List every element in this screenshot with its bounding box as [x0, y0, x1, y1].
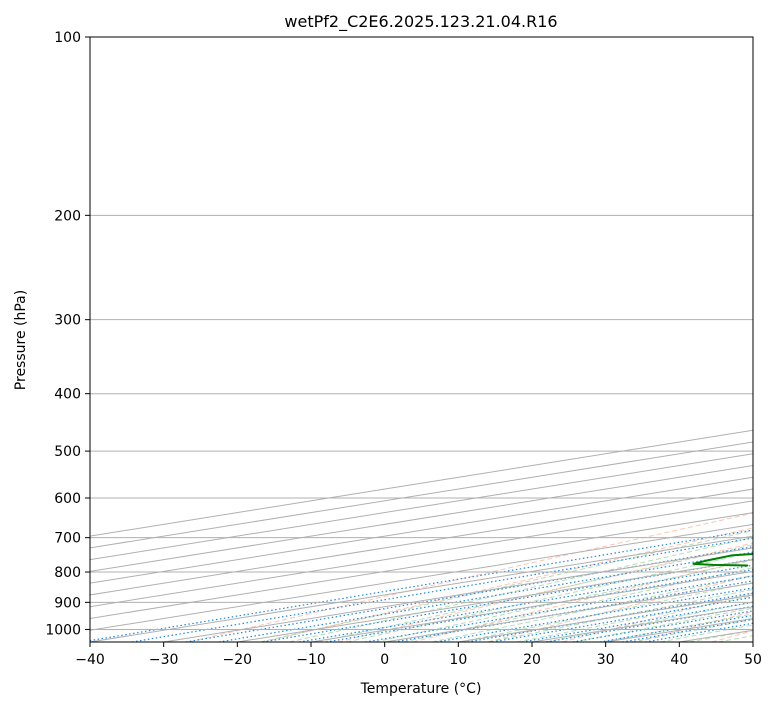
- mixing-ratio-line: [365, 575, 753, 642]
- moist-adiabat-line: [260, 530, 753, 642]
- x-axis-title: Temperature (°C): [360, 681, 482, 697]
- x-tick-label: −20: [223, 652, 253, 668]
- isotherm-grid-line: [90, 453, 753, 561]
- x-tick-label: −30: [149, 652, 179, 668]
- x-tick-label: 0: [380, 652, 389, 668]
- isotherm-grid-line: [90, 500, 753, 608]
- moist-adiabat-line: [288, 536, 753, 642]
- isotherm-grid-line: [90, 441, 753, 549]
- mixing-ratio-line: [325, 569, 753, 642]
- axis-ticks: −40 −30 −20 −10 0 10 20 30 40 50 1000 900 800 700 600 5…: [45, 30, 762, 668]
- plot-frame: [89, 36, 754, 643]
- y-tick-label: 700: [54, 531, 81, 547]
- y-tick-label: 1000: [45, 622, 81, 638]
- dry-adiabat-line: [487, 575, 753, 642]
- y-tick-label: 400: [54, 387, 81, 403]
- isotherm-grid-line: [90, 512, 753, 619]
- isotherm-grid-line: [90, 488, 753, 596]
- isotherm-grid-line: [90, 476, 753, 584]
- grid-lines: [90, 37, 753, 642]
- y-tick-label: 900: [54, 595, 81, 611]
- y-tick-label: 500: [54, 444, 81, 460]
- moist-adiabat-line: [374, 559, 753, 642]
- dry-adiabat-line: [562, 592, 753, 642]
- x-tick-label: 50: [744, 652, 762, 668]
- dry-adiabat-line: [188, 512, 753, 642]
- chart-title: wetPf2_C2E6.2025.123.21.04.R16: [284, 12, 557, 32]
- x-tick-label: 10: [449, 652, 467, 668]
- background-lines: [90, 512, 753, 642]
- mixing-ratio-line: [299, 564, 753, 642]
- x-tick-label: 40: [670, 652, 688, 668]
- x-tick-label: −40: [75, 652, 105, 668]
- moist-adiabat-line: [431, 574, 753, 642]
- moist-adiabat-line: [516, 595, 753, 642]
- moist-adiabat-line: [459, 581, 753, 642]
- isotherm-grid-line: [90, 535, 753, 642]
- y-axis-title: Pressure (hPa): [13, 290, 29, 390]
- x-tick-label: 20: [523, 652, 541, 668]
- isotherm-grid-line: [90, 523, 753, 631]
- y-tick-label: 300: [54, 313, 81, 329]
- y-tick-label: 100: [54, 30, 81, 46]
- y-tick-label: 800: [54, 565, 81, 581]
- y-tick-label: 600: [54, 491, 81, 507]
- y-tick-label: 200: [54, 208, 81, 224]
- mixing-ratio-line: [131, 537, 753, 642]
- moist-adiabat-line: [317, 544, 753, 642]
- isotherm-grid-line: [90, 465, 753, 572]
- x-tick-label: 30: [597, 652, 615, 668]
- x-tick-label: −10: [296, 652, 326, 668]
